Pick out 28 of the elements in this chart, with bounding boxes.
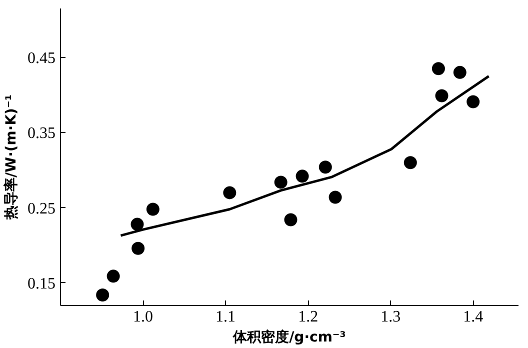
point <box>296 170 309 183</box>
x-tick-label: 1.1 <box>216 308 236 326</box>
point <box>318 160 332 174</box>
x-tick-label: 1.0 <box>133 308 154 326</box>
point <box>435 89 448 102</box>
point <box>328 190 342 204</box>
point <box>223 186 236 200</box>
point <box>274 176 288 189</box>
point <box>96 288 110 302</box>
point <box>284 213 298 226</box>
x-axis-title: 体积密度/g·cm⁻³ <box>232 328 346 346</box>
line-series <box>119 74 490 237</box>
y-tick-label: 0.15 <box>28 275 56 292</box>
point <box>106 270 120 283</box>
point <box>404 156 417 170</box>
point <box>466 95 480 108</box>
y-tick-label: 0.45 <box>28 50 56 67</box>
y-tick-label: 0.25 <box>28 200 56 218</box>
point <box>453 66 466 79</box>
point <box>130 218 144 231</box>
point <box>146 202 160 216</box>
x-tick-label: 1.4 <box>463 308 484 326</box>
point <box>132 242 145 255</box>
point <box>432 62 445 76</box>
x-tick-label: 1.2 <box>298 308 318 326</box>
y-tick-label: 0.35 <box>28 125 56 142</box>
y-axis-title: 热导率/W·(m·K)⁻¹ <box>2 94 20 220</box>
x-tick-label: 1.3 <box>380 308 401 326</box>
